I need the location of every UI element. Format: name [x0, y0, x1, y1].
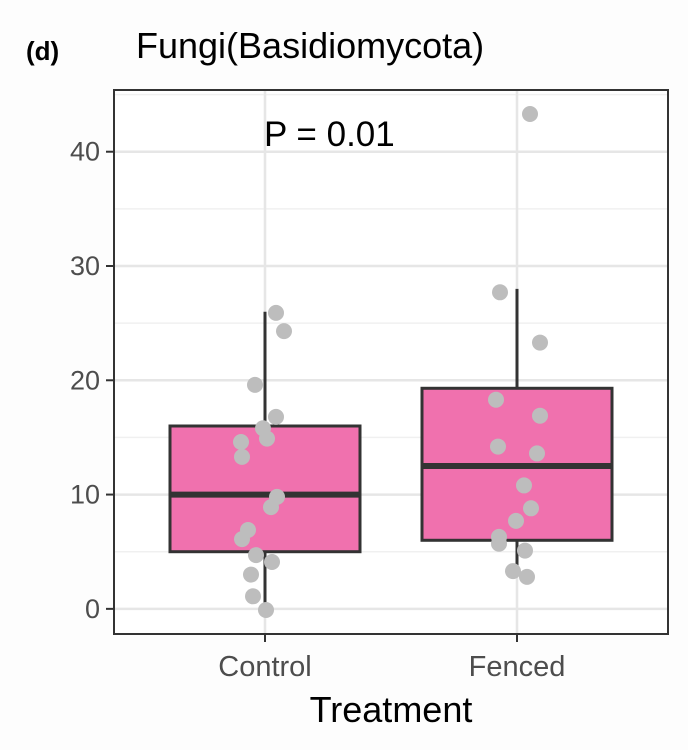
control-data-point — [264, 554, 280, 570]
fenced-data-point — [492, 284, 508, 301]
y-tick-label: 0 — [85, 594, 100, 624]
fenced-data-point — [488, 391, 504, 408]
panel-tag: (d) — [26, 36, 59, 66]
control-data-point — [268, 408, 284, 425]
control-data-point — [268, 304, 284, 321]
fenced-data-point — [523, 500, 539, 517]
fenced-data-point — [491, 535, 507, 552]
fenced-data-point — [522, 106, 538, 122]
fenced-data-point — [532, 407, 548, 424]
control-data-point — [276, 323, 292, 340]
control-box — [168, 424, 362, 554]
fenced-data-point — [508, 512, 524, 529]
control-data-point — [234, 531, 250, 548]
p-value-annotation: P = 0.01 — [264, 115, 395, 154]
y-tick-label: 40 — [70, 137, 100, 167]
plot-border — [113, 89, 669, 635]
control-data-point — [245, 588, 261, 605]
fenced-data-point — [532, 334, 548, 351]
control-data-point — [243, 566, 259, 583]
fenced-data-point — [517, 542, 533, 559]
fenced-data-point — [529, 445, 545, 462]
y-tick-label: 10 — [70, 480, 100, 510]
chart-title: Fungi(Basidiomycota) — [136, 25, 484, 66]
control-data-point — [234, 448, 250, 465]
fenced-data-point — [505, 563, 521, 580]
y-tick-label: 30 — [70, 251, 100, 281]
plot-area: 0 10 20 30 40 Control Fenced — [70, 89, 669, 683]
x-tick-label: Control — [218, 651, 312, 683]
control-data-point — [247, 376, 263, 393]
control-data-point — [258, 602, 274, 618]
fenced-data-point — [516, 477, 532, 494]
x-tick-label: Fenced — [469, 651, 566, 683]
control-data-point — [248, 547, 264, 564]
fenced-data-point — [490, 438, 506, 455]
control-data-point — [263, 499, 279, 516]
control-data-point — [259, 430, 275, 447]
control-data-point — [233, 434, 249, 450]
fenced-data-point — [519, 568, 535, 585]
x-axis-title: Treatment — [310, 689, 473, 730]
y-tick-label: 20 — [70, 365, 100, 395]
